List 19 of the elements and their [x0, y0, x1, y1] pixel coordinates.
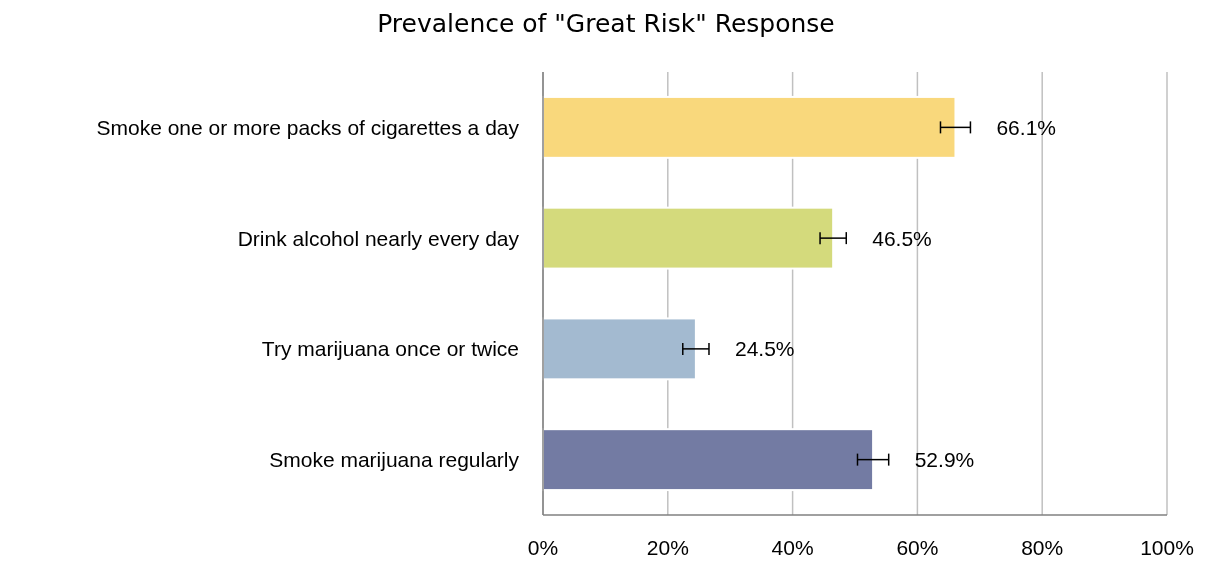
bar — [542, 95, 957, 159]
y-tick-label: Try marijuana once or twice — [261, 337, 519, 361]
y-tick-label: Smoke one or more packs of cigarettes a day — [96, 115, 520, 139]
bar — [542, 206, 835, 270]
y-tick-label: Drink alcohol nearly every day — [237, 226, 520, 250]
x-tick-label: 60% — [896, 536, 939, 559]
x-tick-label: 40% — [771, 536, 814, 559]
x-tick-label: 100% — [1140, 536, 1194, 559]
data-label: 24.5% — [734, 337, 795, 361]
data-label: 66.1% — [996, 115, 1056, 139]
x-tick-label: 80% — [1021, 536, 1064, 559]
x-tick-label: 0% — [527, 536, 559, 559]
data-label: 52.9% — [914, 448, 975, 472]
chart-title: Prevalence of "Great Risk" Response — [377, 9, 835, 38]
y-tick-label: Smoke marijuana regularly — [269, 448, 520, 472]
bar — [542, 428, 875, 492]
data-label: 46.5% — [872, 226, 932, 250]
bar — [542, 317, 697, 381]
x-tick-label: 20% — [646, 536, 689, 559]
